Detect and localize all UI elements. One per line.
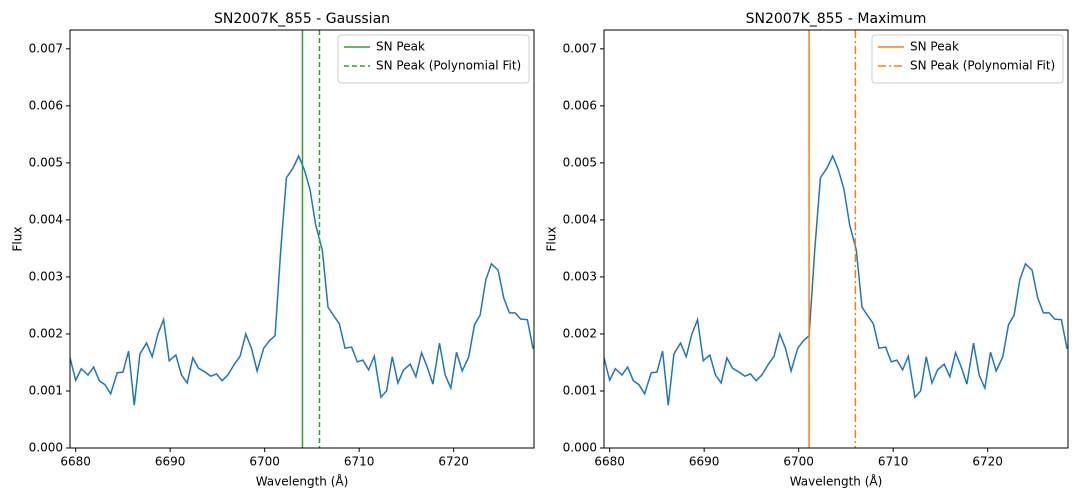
chart-title: SN2007K_855 - Gaussian (214, 11, 390, 27)
x-tick-label: 6720 (438, 455, 469, 469)
y-tick-label: 0.005 (29, 155, 63, 169)
y-tick-label: 0.002 (29, 326, 63, 340)
spectrum-line (70, 154, 534, 406)
y-tick-label: 0.002 (563, 326, 597, 340)
y-tick-label: 0.001 (563, 383, 597, 397)
x-tick-label: 6710 (878, 455, 909, 469)
legend-label: SN Peak (Polynomial Fit) (376, 59, 521, 73)
legend: SN Peak SN Peak (Polynomial Fit) (871, 34, 1064, 84)
y-tick-label: 0.006 (563, 98, 597, 112)
y-tick-label: 0.003 (29, 269, 63, 283)
y-tick-label: 0.005 (563, 155, 597, 169)
y-tick-label: 0.007 (563, 41, 597, 55)
x-tick-label: 6700 (249, 455, 280, 469)
legend-label: SN Peak (910, 40, 959, 54)
x-tick-label: 6710 (344, 455, 375, 469)
y-tick-label: 0.000 (563, 441, 597, 455)
legend-label: SN Peak (Polynomial Fit) (910, 59, 1055, 73)
x-tick-label: 6690 (689, 455, 720, 469)
x-axis-label: Wavelength (Å) (256, 474, 349, 489)
x-axis-label: Wavelength (Å) (790, 474, 883, 489)
x-tick-label: 6680 (594, 455, 625, 469)
x-tick-label: 6680 (60, 455, 91, 469)
legend-box (871, 34, 1064, 84)
legend: SN Peak SN Peak (Polynomial Fit) (337, 34, 530, 84)
spectrum-line (604, 154, 1068, 406)
y-tick-label: 0.007 (29, 41, 63, 55)
x-tick-label: 6690 (155, 455, 186, 469)
y-tick-label: 0.001 (29, 383, 63, 397)
x-tick-label: 6700 (783, 455, 814, 469)
legend-label: SN Peak (376, 40, 425, 54)
axes-frame (603, 29, 1069, 449)
plot-area (604, 30, 1068, 448)
plot-area (70, 30, 534, 448)
y-axis-label: Flux (545, 227, 559, 252)
axes-frame (69, 29, 535, 449)
chart-title: SN2007K_855 - Maximum (746, 11, 927, 27)
y-axis-label: Flux (11, 227, 25, 252)
y-tick-label: 0.004 (563, 212, 597, 226)
y-tick-label: 0.006 (29, 98, 63, 112)
y-tick-label: 0.000 (29, 441, 63, 455)
y-tick-label: 0.003 (563, 269, 597, 283)
legend-box (337, 34, 530, 84)
y-tick-label: 0.004 (29, 212, 63, 226)
x-tick-label: 6720 (972, 455, 1003, 469)
